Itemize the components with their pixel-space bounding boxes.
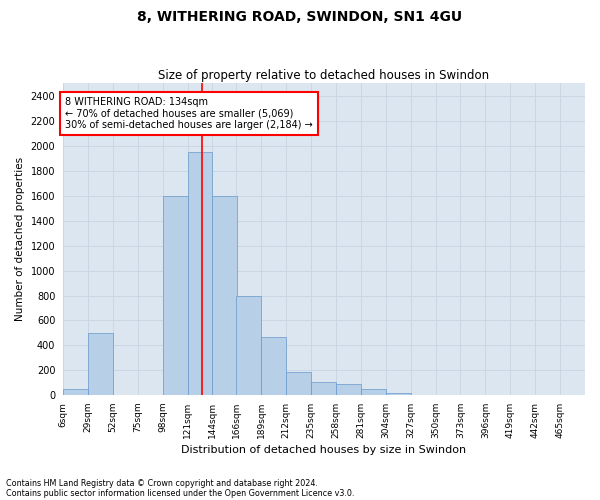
Bar <box>336 384 361 396</box>
Bar <box>63 389 88 396</box>
Text: Contains public sector information licensed under the Open Government Licence v3: Contains public sector information licen… <box>6 488 355 498</box>
Bar <box>361 389 386 396</box>
Text: Contains HM Land Registry data © Crown copyright and database right 2024.: Contains HM Land Registry data © Crown c… <box>6 478 318 488</box>
Bar <box>212 196 238 396</box>
Title: Size of property relative to detached houses in Swindon: Size of property relative to detached ho… <box>158 69 490 82</box>
X-axis label: Distribution of detached houses by size in Swindon: Distribution of detached houses by size … <box>181 445 467 455</box>
Text: 8 WITHERING ROAD: 134sqm
← 70% of detached houses are smaller (5,069)
30% of sem: 8 WITHERING ROAD: 134sqm ← 70% of detach… <box>65 97 313 130</box>
Bar <box>286 372 311 396</box>
Text: 8, WITHERING ROAD, SWINDON, SN1 4GU: 8, WITHERING ROAD, SWINDON, SN1 4GU <box>137 10 463 24</box>
Bar <box>386 393 410 396</box>
Bar <box>163 196 188 396</box>
Bar <box>188 152 212 396</box>
Bar <box>236 296 261 396</box>
Y-axis label: Number of detached properties: Number of detached properties <box>15 157 25 322</box>
Bar <box>88 333 113 396</box>
Bar <box>261 336 286 396</box>
Bar <box>311 382 336 396</box>
